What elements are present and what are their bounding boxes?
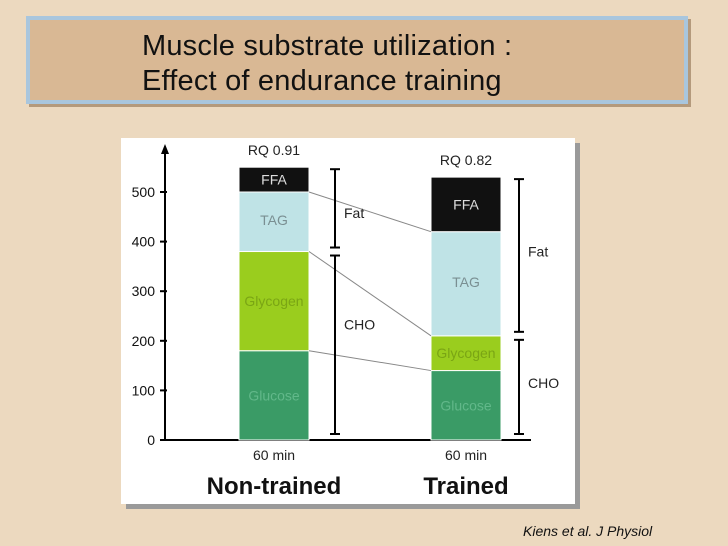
slide-title-line-1: Muscle substrate utilization : bbox=[142, 30, 513, 62]
bar-segment bbox=[238, 166, 310, 193]
segment-label: TAG bbox=[260, 212, 288, 228]
y-tick-label: 500 bbox=[132, 184, 156, 200]
segment-label: Glycogen bbox=[244, 293, 303, 309]
bar-segment bbox=[430, 176, 502, 233]
group-label: CHO bbox=[528, 375, 559, 391]
bar-segment bbox=[238, 251, 310, 352]
segment-label: Glucose bbox=[248, 387, 300, 403]
category-label: Non-trained bbox=[207, 473, 342, 500]
group-label: Fat bbox=[528, 243, 548, 259]
connector-line bbox=[308, 251, 432, 337]
group-label: Fat bbox=[344, 205, 364, 221]
chart-panel: 0 100 200 300 400 500 Glucose Glycogen TAG FFA RQ … bbox=[121, 138, 575, 504]
time-label: 60 min bbox=[253, 447, 295, 463]
segment-label: FFA bbox=[453, 196, 479, 212]
y-tick-label: 300 bbox=[132, 283, 156, 299]
y-tick-label: 100 bbox=[132, 382, 156, 398]
connector-line bbox=[308, 191, 432, 233]
rq-label: RQ 0.82 bbox=[440, 152, 492, 168]
title-box: Muscle substrate utilization : Effect of… bbox=[26, 16, 688, 104]
stacked-bar-chart: 0 100 200 300 400 500 Glucose Glycogen TAG FFA RQ … bbox=[132, 142, 560, 500]
citation: Kiens et al. J Physiol bbox=[523, 523, 653, 539]
category-label: Trained bbox=[423, 473, 508, 500]
segment-label: Glycogen bbox=[436, 345, 495, 361]
rq-label: RQ 0.91 bbox=[248, 142, 300, 158]
y-tick-label: 200 bbox=[132, 333, 156, 349]
y-tick-label: 400 bbox=[132, 234, 156, 250]
segment-label: Glucose bbox=[440, 397, 492, 413]
bar-segment bbox=[430, 370, 502, 441]
y-tick-label: 0 bbox=[147, 432, 155, 448]
bar-segment bbox=[238, 350, 310, 441]
y-axis-arrow-icon bbox=[161, 144, 169, 154]
segment-label: TAG bbox=[452, 274, 480, 290]
group-label: CHO bbox=[344, 317, 375, 333]
bar-segment bbox=[238, 191, 310, 253]
time-label: 60 min bbox=[445, 447, 487, 463]
segment-label: FFA bbox=[261, 172, 287, 188]
connector-line bbox=[308, 350, 432, 372]
slide-title-line-2: Effect of endurance training bbox=[142, 65, 502, 97]
